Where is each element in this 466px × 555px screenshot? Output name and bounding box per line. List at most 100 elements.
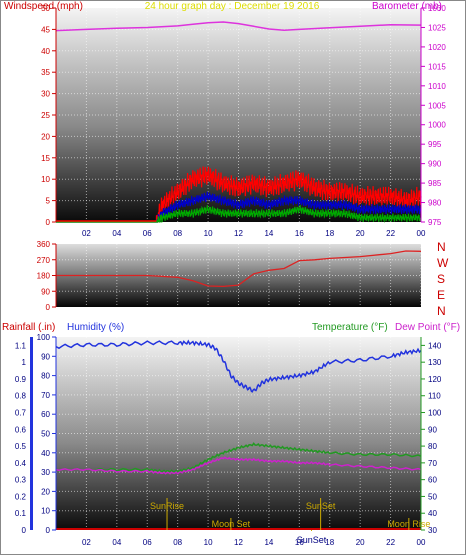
rainfall-tick-label: 0.8 xyxy=(15,392,27,401)
bottom-x-tick-label: 00 xyxy=(417,538,426,547)
temperature-tick-label: 130 xyxy=(428,358,442,367)
humidity-tick-label: 0 xyxy=(46,526,51,535)
humidity-tick-label: 10 xyxy=(41,507,50,516)
baro-tick-label: 995 xyxy=(428,140,442,149)
temperature-tick-label: 60 xyxy=(428,476,437,485)
wind-tick-label: 40 xyxy=(41,47,50,56)
rainfall-tick-label: 0.9 xyxy=(15,375,27,384)
event-label: SunSet xyxy=(297,535,327,545)
top-x-tick-label: 18 xyxy=(325,229,334,238)
bottom-x-tick-label: 04 xyxy=(112,538,121,547)
temperature-tick-label: 50 xyxy=(428,492,437,501)
bottom-x-tick-label: 06 xyxy=(143,538,152,547)
humidity-tick-label: 90 xyxy=(41,352,50,361)
humidity-tick-label: 60 xyxy=(41,410,50,419)
event-label: SunRise xyxy=(150,501,184,511)
rainfall-tick-label: 0.7 xyxy=(15,409,27,418)
top-x-tick-label: 06 xyxy=(143,229,152,238)
series-wind-gust xyxy=(56,166,422,223)
bottom-x-tick-label: 20 xyxy=(356,538,365,547)
series-dewpoint xyxy=(55,456,422,475)
compass-label: S xyxy=(437,272,445,286)
dir-tick-label: 270 xyxy=(37,256,51,265)
humidity-axis-title: Humidity (%) xyxy=(67,322,124,333)
rainfall-tick-label: 0 xyxy=(22,526,27,535)
bottom-x-tick-label: 12 xyxy=(234,538,243,547)
humidity-tick-label: 100 xyxy=(37,333,51,342)
baro-tick-label: 1015 xyxy=(428,62,446,71)
bottom-x-tick-label: 02 xyxy=(82,538,91,547)
bottom-x-tick-label: 14 xyxy=(264,538,273,547)
wind-tick-label: 20 xyxy=(41,132,50,141)
rainfall-tick-label: 0.4 xyxy=(15,459,27,468)
rainfall-tick-label: 1 xyxy=(22,358,27,367)
baro-tick-label: 990 xyxy=(428,160,442,169)
baro-tick-label: 1030 xyxy=(428,4,446,13)
series-barometer xyxy=(55,21,422,32)
event-label: SunSet xyxy=(306,501,336,511)
rainfall-scale-bar xyxy=(30,337,33,530)
temperature-tick-label: 120 xyxy=(428,375,442,384)
series-wind-direction xyxy=(56,250,422,288)
bottom-x-tick-label: 10 xyxy=(204,538,213,547)
wind-axis-title: Windspeed (mph) xyxy=(4,1,83,12)
compass-label: N xyxy=(437,240,446,254)
compass-label: W xyxy=(437,256,449,270)
rainfall-tick-label: 0.2 xyxy=(15,492,27,501)
wind-tick-label: 25 xyxy=(41,111,50,120)
temperature-tick-label: 110 xyxy=(428,392,441,401)
temperature-tick-label: 30 xyxy=(428,526,437,535)
bottom-x-tick-label: 22 xyxy=(386,538,395,547)
baro-tick-label: 1020 xyxy=(428,43,446,52)
top-x-tick-label: 12 xyxy=(234,229,243,238)
baro-axis-title: Barometer (mb) xyxy=(372,1,442,12)
wind-tick-label: 10 xyxy=(41,175,50,184)
compass-label: N xyxy=(437,304,446,318)
chart-title: 24 hour graph day : December 19 2016 xyxy=(145,1,320,12)
rainfall-tick-label: 0.6 xyxy=(15,425,27,434)
dir-tick-label: 360 xyxy=(37,240,51,249)
compass-label: E xyxy=(437,288,445,302)
top-x-tick-label: 22 xyxy=(386,229,395,238)
humidity-tick-label: 70 xyxy=(41,391,50,400)
series-wind-average xyxy=(56,191,422,224)
series-wind-low xyxy=(56,205,422,224)
dir-tick-label: 0 xyxy=(46,303,51,312)
top-x-tick-label: 14 xyxy=(264,229,273,238)
baro-tick-label: 980 xyxy=(428,199,442,208)
top-x-tick-label: 04 xyxy=(112,229,121,238)
temperature-tick-label: 140 xyxy=(428,341,442,350)
series-humidity xyxy=(55,339,422,393)
temperature-tick-label: 40 xyxy=(428,509,437,518)
wind-tick-label: 35 xyxy=(41,68,50,77)
rainfall-tick-label: 0.3 xyxy=(15,476,27,485)
top-x-tick-label: 08 xyxy=(173,229,182,238)
top-x-tick-label: 10 xyxy=(204,229,213,238)
humidity-tick-label: 50 xyxy=(41,430,50,439)
rainfall-axis-title: Rainfall (.in) xyxy=(2,322,55,333)
temperature-axis-title: Temperature (°F) xyxy=(312,322,388,333)
temperature-tick-label: 100 xyxy=(428,409,442,418)
humidity-tick-label: 20 xyxy=(41,487,50,496)
baro-tick-label: 985 xyxy=(428,179,442,188)
baro-tick-label: 1010 xyxy=(428,82,446,91)
wind-tick-label: 50 xyxy=(41,4,50,13)
temperature-tick-label: 90 xyxy=(428,425,437,434)
top-x-tick-label: 02 xyxy=(82,229,91,238)
baro-tick-label: 975 xyxy=(428,218,442,227)
baro-tick-label: 1025 xyxy=(428,23,446,32)
dewpoint-axis-title: Dew Point (°F) xyxy=(395,322,460,333)
humidity-tick-label: 40 xyxy=(41,449,50,458)
top-x-tick-label: 00 xyxy=(417,229,426,238)
event-label: Moon Rise xyxy=(387,519,430,529)
wind-tick-label: 15 xyxy=(41,154,50,163)
rainfall-tick-label: 1.1 xyxy=(15,341,27,350)
event-label: Moon Set xyxy=(212,519,251,529)
temperature-tick-label: 70 xyxy=(428,459,437,468)
bottom-x-tick-label: 16 xyxy=(295,538,304,547)
wind-tick-label: 0 xyxy=(46,218,51,227)
humidity-tick-label: 80 xyxy=(41,372,50,381)
wind-tick-label: 30 xyxy=(41,90,50,99)
wind-tick-label: 5 xyxy=(46,197,51,206)
